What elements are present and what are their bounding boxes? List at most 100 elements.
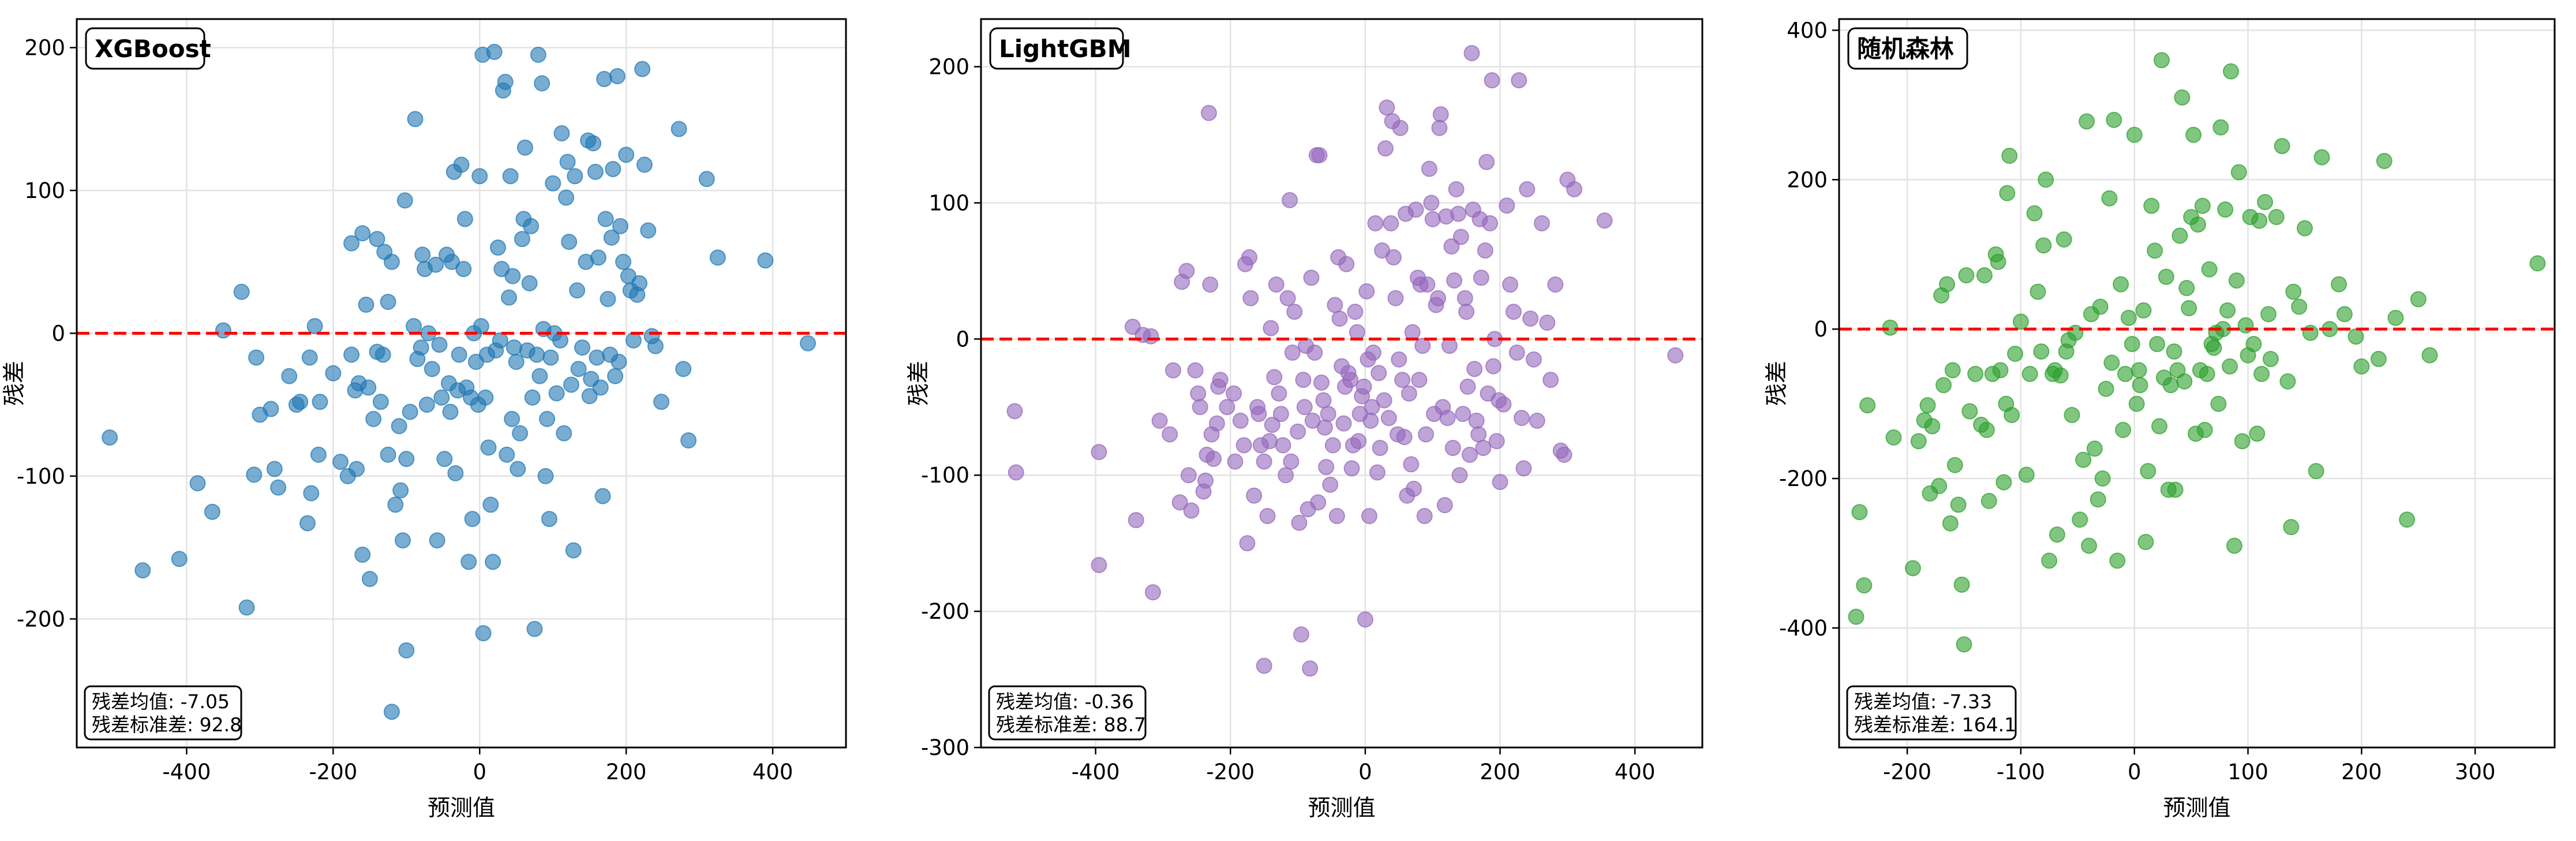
data-point	[380, 446, 396, 463]
data-point	[1275, 437, 1291, 454]
data-point	[1444, 440, 1461, 457]
data-point	[2035, 237, 2052, 254]
data-point	[1511, 72, 1527, 89]
data-point	[2113, 276, 2129, 293]
data-point	[455, 261, 472, 278]
data-point	[2387, 309, 2404, 326]
data-point	[1482, 215, 1499, 231]
data-point	[1343, 460, 1360, 477]
data-point	[1430, 290, 1447, 307]
data-point	[1667, 347, 1684, 364]
data-point	[2410, 291, 2427, 308]
data-point	[1202, 276, 1219, 293]
data-point	[477, 389, 494, 406]
data-point	[1488, 433, 1505, 450]
data-point	[1291, 514, 1308, 531]
data-point	[1978, 421, 1995, 438]
data-point	[2052, 367, 2069, 384]
data-point	[653, 394, 670, 410]
data-point	[1006, 403, 1023, 420]
data-point	[1976, 267, 1993, 283]
x-tick-label: 0	[473, 760, 486, 784]
data-point	[600, 291, 616, 308]
data-point	[2067, 324, 2084, 341]
data-point	[414, 246, 431, 263]
data-point	[1250, 406, 1267, 423]
data-point	[1451, 467, 1468, 484]
data-point	[570, 361, 587, 377]
data-point	[1473, 270, 1489, 286]
data-point	[2109, 552, 2126, 569]
data-point	[1529, 412, 1545, 429]
data-point	[504, 268, 521, 285]
data-point	[2012, 313, 2029, 330]
data-point	[1235, 437, 1252, 454]
data-point	[1539, 315, 1556, 331]
data-point	[499, 446, 515, 463]
stats-box	[988, 685, 1147, 741]
data-point	[612, 218, 628, 234]
data-point	[1938, 276, 1955, 293]
data-point	[1416, 507, 1433, 524]
data-point	[2171, 227, 2188, 244]
data-point	[442, 403, 459, 420]
data-point	[1463, 44, 1480, 61]
data-point	[2296, 220, 2313, 237]
data-point	[1304, 412, 1321, 429]
data-point	[1171, 494, 1188, 511]
data-point	[1502, 276, 1519, 293]
data-point	[263, 401, 279, 417]
data-point	[2090, 491, 2106, 508]
data-point	[1187, 362, 1204, 379]
data-point	[1950, 496, 1967, 513]
data-point	[1284, 344, 1301, 361]
axes-frame	[76, 18, 847, 749]
data-point	[556, 425, 572, 442]
x-tick-label: -400	[162, 760, 211, 784]
data-point	[757, 252, 774, 269]
data-point	[2283, 519, 2300, 536]
data-point	[2092, 298, 2109, 315]
data-point	[2162, 377, 2179, 394]
data-point	[171, 551, 188, 567]
data-point	[433, 389, 450, 406]
data-point	[1995, 474, 2012, 491]
data-point	[2206, 339, 2222, 356]
data-point	[1423, 195, 1440, 211]
data-point	[2302, 324, 2319, 341]
data-point	[1350, 433, 1367, 450]
data-point	[1282, 192, 1298, 208]
data-point	[1227, 453, 1244, 470]
data-point	[2086, 440, 2103, 457]
data-point	[565, 542, 582, 559]
data-point	[1547, 276, 1564, 293]
data-point	[2228, 272, 2245, 289]
data-point	[1392, 119, 1409, 136]
data-point	[1372, 440, 1388, 457]
data-point	[2196, 421, 2213, 438]
data-point	[634, 61, 651, 77]
data-point	[1358, 283, 1375, 300]
data-point	[1436, 497, 1453, 514]
data-point	[1931, 477, 1948, 494]
chart-2: -400 -200 0 200 400 -300 -200 -100 0 100 200 预测值 残差 L…	[906, 18, 1703, 821]
data-point	[2117, 365, 2133, 382]
data-point	[1278, 467, 1294, 484]
data-point	[1239, 535, 1256, 552]
data-point	[541, 511, 557, 528]
data-point	[1499, 197, 1515, 214]
data-point	[516, 139, 533, 156]
data-point	[1401, 385, 1417, 402]
data-point	[2018, 466, 2035, 483]
data-point	[1859, 397, 1876, 414]
data-point	[607, 368, 624, 384]
y-tick-label: -200	[1779, 466, 1828, 491]
data-point	[1212, 372, 1229, 388]
data-point	[1151, 412, 1168, 429]
data-point	[343, 346, 360, 363]
data-point	[2201, 261, 2218, 278]
chart-title: LightGBM	[999, 35, 1131, 63]
data-point	[392, 482, 409, 499]
data-point	[361, 571, 378, 588]
data-point	[615, 253, 632, 270]
